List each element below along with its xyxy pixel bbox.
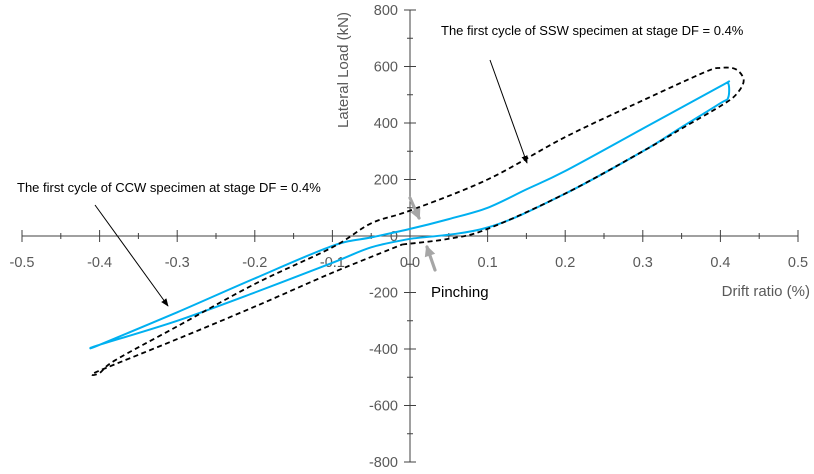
x-tick-label: 0.5: [788, 255, 808, 271]
x-tick-label: -0.3: [165, 255, 190, 271]
x-tick-label: -0.5: [10, 255, 35, 271]
y-axis-title: Lateral Load (kN): [335, 12, 352, 128]
y-tick-label: 200: [374, 173, 398, 189]
x-tick-label: 0.2: [555, 255, 575, 271]
series-dashed-line: [90, 66, 745, 376]
annotation-ssw: The first cycle of SSW specimen at stage…: [441, 23, 744, 38]
x-tick-label: -0.2: [242, 255, 267, 271]
annotation-ssw-arrow: [489, 59, 528, 164]
x-tick-label: 0.1: [478, 255, 498, 271]
pinching-arrow-upper-head: [410, 207, 421, 220]
y-tick-label: 600: [374, 60, 398, 76]
y-tick-label: -400: [369, 342, 398, 358]
y-tick-label: 800: [374, 3, 398, 19]
x-axis-title: Drift ratio (%): [722, 283, 810, 300]
annotation-layer: The first cycle of SSW specimen at stage…: [17, 23, 744, 307]
annotation-ccw: The first cycle of CCW specimen at stage…: [17, 180, 321, 195]
series-layer: [89, 66, 745, 376]
x-tick-label: 0.3: [633, 255, 653, 271]
y-tick-label: 400: [374, 116, 398, 132]
x-tick-label: -0.4: [87, 255, 112, 271]
series-solid-line: [89, 80, 731, 350]
y-tick-label: -800: [369, 455, 398, 471]
annotation-ccw-arrow: [94, 204, 169, 307]
annotation-pinching: Pinching: [431, 284, 489, 301]
y-tick-label: 0: [390, 229, 398, 245]
x-tick-label: 0.0: [400, 255, 420, 271]
pinching-arrow-lower-head: [424, 245, 436, 258]
y-tick-label: -600: [369, 399, 398, 415]
axes-group: -0.5 -0.4 -0.3 -0.2 -0.1 0.0 0.1 0.2 0.3 0.4 0.5-8…: [10, 3, 811, 471]
y-tick-label: -200: [369, 286, 398, 302]
x-tick-label: 0.4: [710, 255, 730, 271]
